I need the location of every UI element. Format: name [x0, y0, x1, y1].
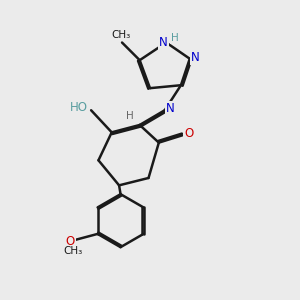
Text: CH₃: CH₃	[63, 246, 82, 256]
Text: CH₃: CH₃	[111, 30, 130, 40]
Text: N: N	[166, 102, 175, 115]
Text: H: H	[171, 33, 178, 43]
Text: N: N	[159, 36, 168, 49]
Text: O: O	[184, 127, 194, 140]
Text: HO: HO	[70, 101, 88, 114]
Text: O: O	[66, 235, 75, 248]
Text: H: H	[125, 111, 133, 121]
Text: N: N	[191, 51, 200, 64]
